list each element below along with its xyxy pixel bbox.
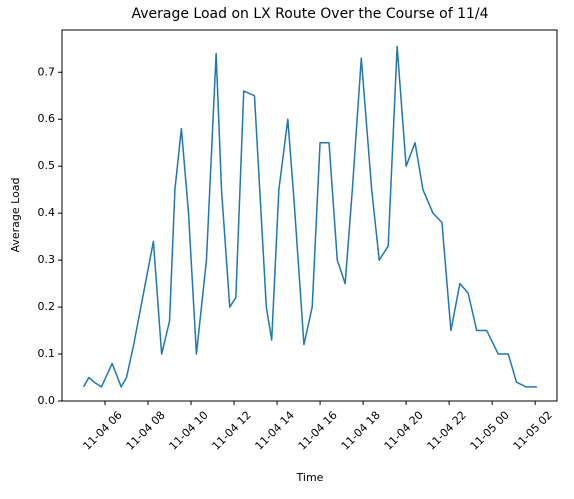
y-tick-label: 0.1: [38, 347, 56, 360]
plot-frame: [61, 29, 558, 402]
data-line: [82, 45, 537, 388]
y-tick-label: 0.0: [38, 394, 56, 407]
x-tick-label: 11-04 20: [382, 409, 426, 453]
x-tick-label: 11-04 06: [81, 409, 125, 453]
x-tick-label: 11-04 16: [296, 409, 340, 453]
y-axis-label: Average Load: [9, 177, 22, 252]
x-tick-label: 11-04 14: [253, 409, 297, 453]
x-tick-label: 11-05 02: [511, 409, 555, 453]
y-tick-label: 0.4: [38, 206, 56, 219]
y-tick-label: 0.6: [38, 112, 56, 125]
y-tick-label: 0.5: [38, 159, 56, 172]
y-tick-label: 0.2: [38, 300, 56, 313]
chart-title: Average Load on LX Route Over the Course…: [131, 6, 488, 22]
x-tick-label: 11-04 12: [210, 409, 254, 453]
x-tick-label: 11-04 10: [167, 409, 211, 453]
x-axis-label: Time: [296, 471, 324, 484]
y-tick-label: 0.3: [38, 253, 56, 266]
x-tick-label: 11-04 08: [124, 409, 168, 453]
x-tick-label: 11-04 18: [339, 409, 383, 453]
x-tick-label: 11-04 22: [425, 409, 469, 453]
y-tick-label: 0.7: [38, 65, 56, 78]
x-tick-label: 11-05 00: [468, 409, 512, 453]
